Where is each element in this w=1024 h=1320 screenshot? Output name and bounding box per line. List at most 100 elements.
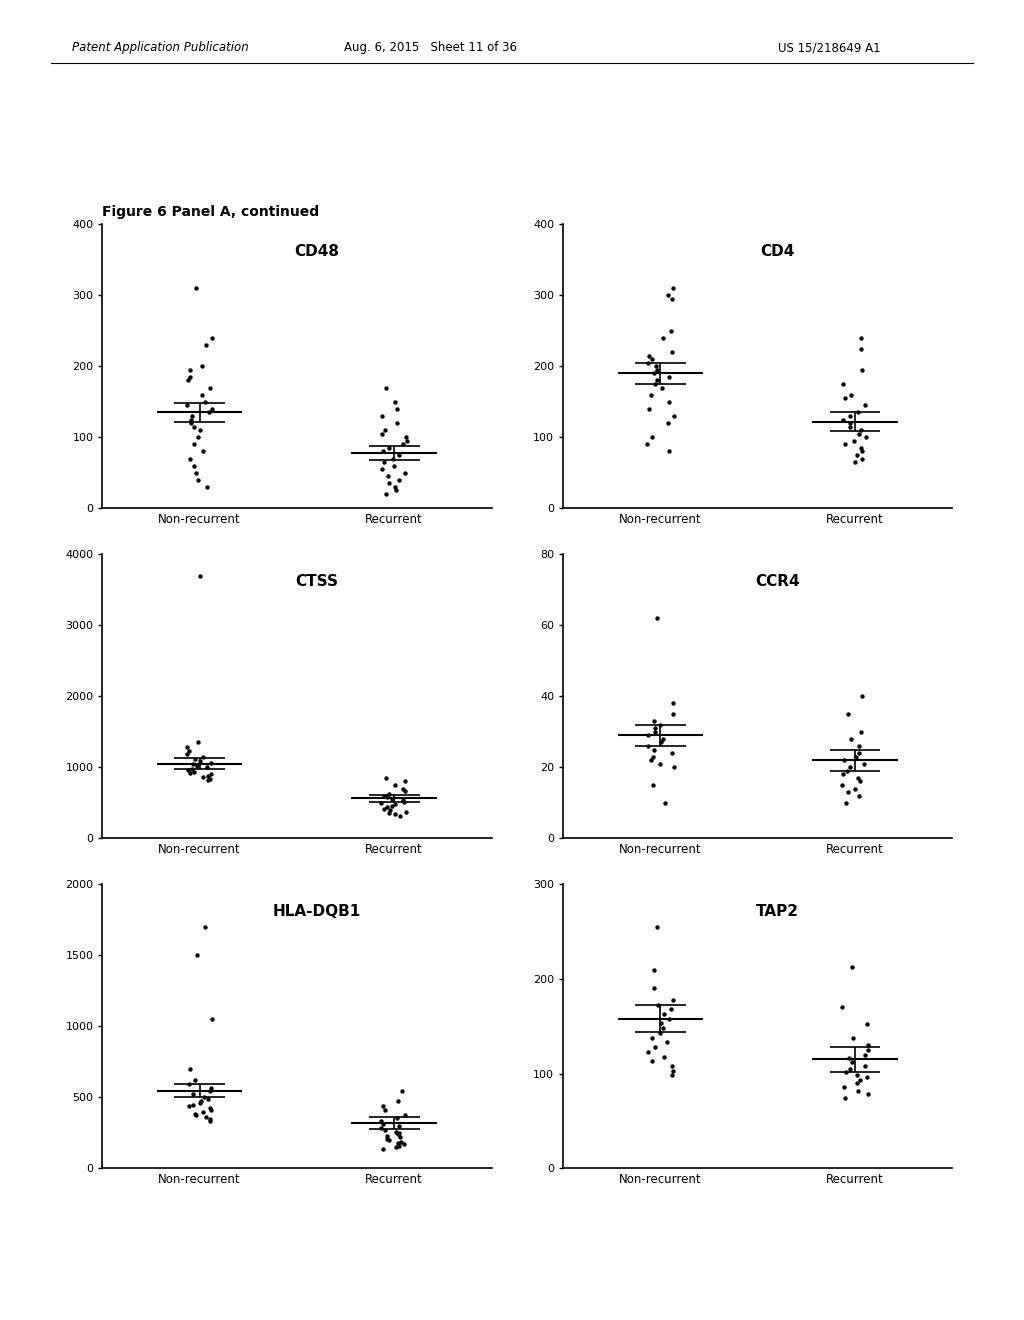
Point <box>197 916 213 937</box>
Point <box>203 1077 219 1098</box>
Point <box>187 462 204 483</box>
Point <box>397 462 414 483</box>
Point <box>180 1096 197 1117</box>
Point <box>397 1104 414 1125</box>
Point <box>853 327 869 348</box>
Point <box>844 956 860 977</box>
Point <box>389 1107 406 1129</box>
Point <box>202 1110 218 1131</box>
Point <box>375 1113 391 1134</box>
Point <box>178 395 195 416</box>
Point <box>195 441 211 462</box>
Point <box>393 1080 410 1101</box>
Point <box>851 735 867 756</box>
Point <box>640 352 656 374</box>
Point <box>195 356 211 378</box>
Point <box>386 455 402 477</box>
Point <box>850 1080 866 1101</box>
Point <box>847 451 863 473</box>
Text: TAP2: TAP2 <box>756 904 799 919</box>
Point <box>843 405 859 426</box>
Point <box>179 744 196 766</box>
Point <box>387 775 403 796</box>
Text: CD48: CD48 <box>294 244 339 259</box>
Point <box>853 338 869 359</box>
Point <box>655 1003 672 1024</box>
Point <box>848 746 864 767</box>
Point <box>393 1131 410 1152</box>
Point <box>390 470 407 491</box>
Point <box>834 997 850 1018</box>
Point <box>386 391 402 412</box>
Point <box>666 989 682 1010</box>
Text: Aug. 6, 2015   Sheet 11 of 36: Aug. 6, 2015 Sheet 11 of 36 <box>344 41 516 54</box>
Point <box>398 801 415 822</box>
Point <box>840 781 856 803</box>
Point <box>665 1056 681 1077</box>
Point <box>394 434 411 455</box>
Point <box>658 1032 675 1053</box>
Point <box>664 321 680 342</box>
Point <box>853 721 869 742</box>
Point <box>384 788 400 809</box>
Point <box>381 1130 397 1151</box>
Point <box>664 742 680 763</box>
Point <box>396 791 413 812</box>
Point <box>857 395 873 416</box>
Point <box>394 777 411 799</box>
Point <box>834 775 850 796</box>
Point <box>836 374 852 395</box>
Point <box>196 746 212 767</box>
Point <box>381 437 397 458</box>
Point <box>640 725 656 746</box>
Point <box>644 1027 660 1048</box>
Point <box>842 1048 858 1069</box>
Point <box>849 445 865 466</box>
Point <box>641 399 657 420</box>
Point <box>647 356 664 378</box>
Point <box>386 804 402 825</box>
Point <box>836 1076 852 1097</box>
Point <box>182 763 199 784</box>
Point <box>193 1090 209 1111</box>
Point <box>378 483 394 504</box>
Text: HLA-DQB1: HLA-DQB1 <box>272 904 360 919</box>
Point <box>191 750 208 771</box>
Point <box>649 995 666 1016</box>
Point <box>187 1069 204 1090</box>
Point <box>391 1122 408 1143</box>
Point <box>376 799 392 820</box>
Point <box>181 741 198 762</box>
Point <box>645 710 662 731</box>
Point <box>837 388 853 409</box>
Point <box>200 766 216 787</box>
Point <box>842 756 858 777</box>
Point <box>387 1121 403 1142</box>
Point <box>184 1094 201 1115</box>
Point <box>641 345 657 366</box>
Point <box>659 412 676 433</box>
Point <box>837 434 853 455</box>
Point <box>843 384 859 405</box>
Point <box>386 793 402 814</box>
Point <box>652 754 669 775</box>
Point <box>842 412 858 433</box>
Point <box>200 770 216 791</box>
Point <box>843 729 859 750</box>
Point <box>859 1035 876 1056</box>
Point <box>195 384 211 405</box>
Point <box>858 1014 874 1035</box>
Point <box>665 288 681 309</box>
Point <box>185 455 202 477</box>
Point <box>648 370 665 391</box>
Point <box>204 1008 220 1030</box>
Point <box>198 391 214 412</box>
Point <box>375 441 391 462</box>
Point <box>183 405 200 426</box>
Point <box>375 1096 391 1117</box>
Point <box>836 750 852 771</box>
Point <box>646 739 663 760</box>
Point <box>846 430 862 451</box>
Point <box>203 1098 219 1119</box>
Point <box>200 477 216 498</box>
